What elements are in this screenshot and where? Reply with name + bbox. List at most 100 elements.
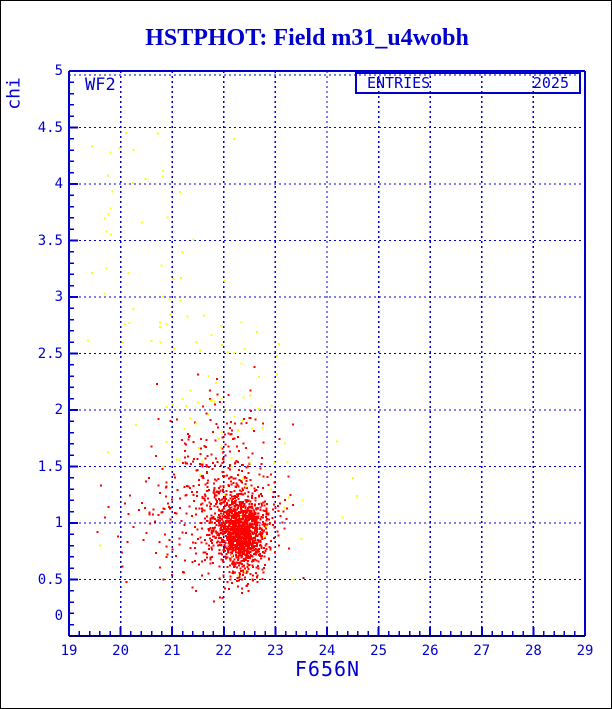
stars-chi-red-point: [200, 522, 203, 524]
stars-chi-red-point: [214, 478, 217, 481]
flagged-chi-yellow-point: [270, 404, 273, 407]
stars-chi-red-point: [171, 498, 174, 501]
flagged-chi-yellow-point: [140, 221, 143, 224]
stars-chi-red-point: [215, 498, 218, 501]
stars-chi-red-point: [249, 417, 252, 419]
stars-chi-red-point: [218, 400, 221, 403]
stars-chi-red-point: [207, 544, 210, 547]
stars-chi-red-point: [242, 502, 245, 505]
stars-chi-red-point: [240, 501, 243, 504]
stars-chi-red-point: [242, 525, 245, 528]
stars-chi-red-point: [200, 541, 203, 544]
stars-chi-red-point: [238, 547, 240, 550]
stars-chi-red-point: [255, 488, 258, 491]
stars-chi-red-point: [262, 501, 265, 504]
stars-chi-red-point: [229, 433, 232, 436]
stars-chi-red-point: [259, 492, 262, 495]
flagged-chi-yellow-point: [178, 190, 181, 193]
flagged-chi-yellow-point: [178, 459, 181, 461]
flagged-chi-yellow-point: [263, 535, 266, 538]
stars-chi-red-point: [200, 447, 203, 450]
stars-chi-red-point: [219, 528, 222, 531]
stars-chi-red-point: [233, 564, 236, 567]
stars-chi-red-point: [226, 539, 229, 542]
stars-chi-red-point: [243, 557, 246, 560]
stars-chi-red-point: [222, 559, 225, 562]
stars-chi-red-point: [246, 495, 249, 498]
stars-chi-red-point: [190, 490, 193, 493]
stars-chi-red-point: [223, 504, 226, 507]
stars-chi-red-point: [253, 523, 256, 526]
stars-chi-red-point: [258, 494, 261, 497]
stars-chi-red-point: [218, 596, 221, 599]
stars-chi-red-point: [254, 499, 257, 502]
stars-chi-red-point: [222, 512, 225, 515]
stars-chi-red-point: [241, 551, 244, 554]
stars-chi-red-point: [183, 524, 186, 526]
stars-chi-red-point: [263, 504, 266, 507]
stars-chi-red-point: [254, 529, 256, 532]
stars-chi-red-point: [184, 449, 187, 452]
stars-chi-red-point: [221, 436, 224, 439]
stars-chi-red-point: [203, 497, 206, 500]
stars-chi-red-point: [248, 525, 251, 528]
stars-chi-red-point: [178, 543, 181, 546]
stars-chi-red-point: [217, 509, 220, 512]
stars-chi-red-point: [263, 564, 266, 566]
stars-chi-red-point: [265, 547, 268, 550]
stars-chi-red-point: [248, 505, 251, 508]
stars-chi-red-point: [228, 525, 231, 528]
stars-chi-red-point: [250, 560, 253, 563]
stars-chi-red-point: [250, 484, 253, 487]
stars-chi-red-point: [251, 538, 254, 541]
stars-chi-red-point: [228, 485, 230, 488]
stars-chi-red-point: [229, 529, 232, 532]
stars-chi-red-point: [214, 521, 216, 524]
stars-chi-red-point: [255, 551, 257, 554]
stars-chi-red-point: [178, 537, 181, 540]
stars-chi-red-point: [257, 495, 260, 498]
stars-chi-red-point: [184, 442, 187, 445]
stars-chi-red-point: [129, 494, 132, 497]
stars-chi-red-point: [245, 570, 248, 573]
stars-chi-red-point: [221, 447, 224, 450]
stars-chi-red-point: [215, 457, 217, 460]
stars-chi-red-point: [249, 551, 252, 554]
stars-chi-red-point: [241, 578, 244, 581]
stars-chi-red-point: [262, 550, 264, 553]
stars-chi-red-point: [201, 560, 204, 563]
stars-chi-red-point: [253, 504, 256, 507]
stars-chi-red-point: [244, 530, 246, 533]
stars-chi-red-point: [251, 518, 254, 520]
stars-chi-red-point: [218, 541, 221, 544]
flagged-chi-yellow-point: [132, 149, 135, 152]
stars-chi-red-point: [187, 438, 190, 441]
stars-chi-red-point: [265, 531, 268, 534]
stars-chi-red-point: [240, 510, 243, 512]
flagged-chi-yellow-point: [261, 427, 264, 429]
stars-chi-red-point: [216, 541, 219, 544]
flagged-chi-yellow-point: [99, 544, 101, 547]
stars-chi-red-point: [215, 503, 217, 505]
stars-chi-red-point: [227, 549, 229, 552]
stars-chi-red-point: [273, 526, 276, 529]
stars-chi-red-point: [237, 495, 240, 497]
stars-chi-red-point: [244, 492, 247, 495]
stars-chi-red-point: [239, 530, 242, 533]
flagged-chi-yellow-point: [283, 442, 286, 445]
stars-chi-red-point: [241, 510, 244, 512]
stars-chi-red-point: [241, 529, 244, 531]
stars-chi-red-point: [185, 512, 188, 515]
stars-chi-red-point: [213, 487, 216, 490]
stars-chi-red-point: [251, 523, 254, 526]
flagged-chi-yellow-point: [286, 460, 289, 463]
stars-chi-red-point: [210, 514, 213, 517]
stars-chi-red-point: [212, 515, 215, 518]
stars-chi-red-point: [209, 556, 212, 559]
stars-chi-red-point: [273, 503, 275, 506]
stars-chi-red-point: [227, 525, 229, 528]
stars-chi-red-point: [238, 553, 241, 556]
stars-chi-red-point: [148, 513, 151, 516]
stars-chi-red-point: [222, 538, 225, 541]
stars-chi-red-point: [238, 502, 241, 505]
